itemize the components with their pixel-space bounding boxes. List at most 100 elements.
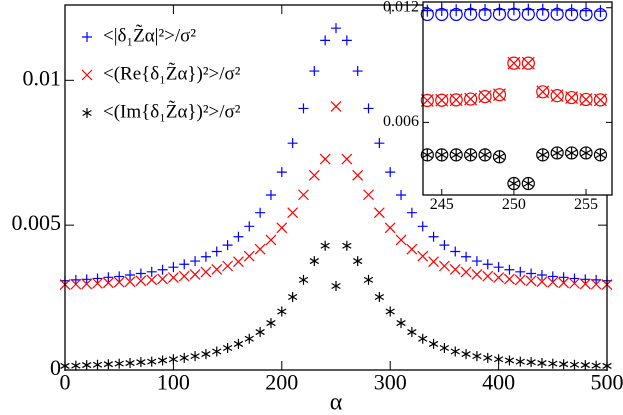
marker	[244, 333, 254, 344]
marker	[395, 234, 407, 246]
marker	[436, 148, 448, 161]
plot-area	[423, 2, 612, 195]
marker	[579, 92, 593, 107]
marker	[526, 357, 536, 368]
marker	[342, 240, 352, 251]
marker	[330, 100, 342, 112]
marker	[157, 355, 168, 366]
marker	[254, 243, 266, 255]
marker	[385, 167, 396, 178]
marker	[331, 280, 341, 291]
plot-frame	[422, 1, 613, 196]
marker	[507, 56, 521, 70]
marker	[125, 269, 136, 280]
marker	[319, 153, 331, 165]
x-tick-label: 100	[157, 369, 190, 394]
marker	[461, 349, 471, 360]
marker	[550, 89, 564, 103]
y-tick-label: 0	[50, 355, 61, 380]
marker	[320, 35, 331, 46]
marker	[211, 264, 223, 275]
marker	[482, 270, 494, 282]
legend-label: <(Im{δ₁Z̃α})²>/σ²	[103, 100, 241, 123]
marker	[125, 358, 135, 369]
marker	[373, 207, 385, 219]
marker	[565, 91, 579, 104]
x-tick-label: 0	[60, 369, 71, 394]
marker	[478, 89, 492, 104]
marker	[428, 256, 439, 268]
marker	[114, 271, 125, 282]
marker	[244, 221, 255, 232]
x-tick-label: 245	[430, 196, 454, 213]
marker	[504, 355, 515, 366]
marker	[493, 262, 504, 273]
marker	[287, 207, 299, 219]
marker	[471, 268, 483, 280]
marker	[222, 342, 233, 353]
marker	[266, 318, 276, 329]
marker	[103, 272, 114, 283]
marker	[461, 251, 472, 262]
marker	[558, 277, 570, 289]
marker	[407, 327, 417, 338]
marker	[146, 266, 157, 277]
marker	[309, 66, 320, 77]
marker	[548, 358, 558, 369]
marker	[363, 103, 374, 114]
marker	[515, 266, 526, 277]
marker	[92, 273, 103, 284]
marker	[243, 250, 255, 262]
marker	[537, 358, 547, 369]
marker	[521, 56, 535, 70]
marker	[580, 4, 593, 17]
marker	[353, 256, 363, 267]
y-tick-label: 0.01	[23, 65, 62, 90]
marker	[471, 256, 482, 267]
marker	[438, 260, 450, 272]
y-tick-label: 0.006	[383, 113, 419, 130]
x-tick-label: 255	[574, 196, 598, 213]
marker	[92, 277, 103, 289]
marker	[255, 327, 265, 338]
marker	[276, 222, 288, 234]
marker	[277, 306, 287, 317]
marker	[590, 278, 602, 290]
marker	[483, 352, 493, 363]
marker	[594, 5, 607, 18]
marker	[233, 256, 244, 268]
marker	[558, 359, 569, 370]
marker	[124, 276, 136, 288]
marker	[200, 251, 211, 262]
marker	[70, 274, 81, 285]
marker	[396, 190, 407, 201]
legend-marker	[82, 32, 92, 42]
marker	[420, 93, 434, 108]
marker	[102, 277, 114, 289]
marker	[515, 356, 525, 367]
marker	[464, 3, 477, 16]
marker	[406, 207, 417, 218]
marker	[385, 306, 395, 317]
x-tick-label: 300	[374, 369, 407, 394]
marker	[167, 272, 179, 284]
marker	[439, 240, 450, 251]
marker	[566, 146, 578, 159]
marker	[504, 264, 515, 275]
marker	[593, 93, 608, 107]
marker	[580, 274, 591, 285]
marker	[536, 85, 550, 99]
marker	[435, 93, 449, 107]
legend-marker	[81, 69, 93, 81]
marker	[569, 359, 580, 370]
marker	[460, 266, 472, 278]
marker	[114, 358, 124, 369]
marker	[565, 90, 579, 105]
marker	[363, 274, 374, 285]
marker	[396, 318, 406, 329]
marker	[168, 354, 179, 365]
marker	[569, 277, 580, 289]
y-tick-label: 0.012	[383, 0, 419, 15]
marker	[179, 259, 190, 270]
marker	[493, 3, 506, 16]
